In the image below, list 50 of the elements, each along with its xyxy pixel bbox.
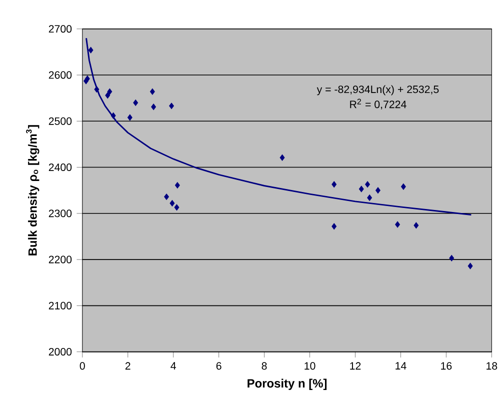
- point: [376, 187, 380, 194]
- y-tick-label: 2000: [48, 348, 72, 356]
- point: [280, 154, 285, 161]
- point: [150, 88, 155, 96]
- x-tick-label: 16: [441, 362, 452, 370]
- point: [365, 181, 370, 188]
- point: [414, 222, 419, 229]
- y-tick-label: 2100: [48, 302, 72, 310]
- point: [107, 88, 112, 96]
- point: [174, 182, 180, 189]
- x-tick-label: 10: [304, 362, 316, 370]
- y-tick-label: 2300: [48, 210, 72, 218]
- annotation: R$^{2}$ = 0,7224: [350, 98, 406, 110]
- x-tick-label: 12: [350, 362, 361, 370]
- point: [127, 114, 132, 121]
- point: [133, 100, 138, 106]
- y-axis-title: Bulk density ρ$_{o}$ [kg/m$^{3}$]: [26, 125, 40, 256]
- point: [468, 263, 473, 270]
- point: [88, 47, 94, 54]
- x-tick-label: 4: [170, 362, 176, 370]
- point: [367, 194, 372, 202]
- point: [110, 112, 116, 120]
- point: [164, 194, 169, 200]
- x-tick-label: 6: [216, 362, 222, 370]
- point: [94, 86, 100, 93]
- y-tick-label: 2700: [48, 25, 72, 33]
- point: [105, 92, 110, 99]
- y-tick-label: 2600: [48, 71, 72, 79]
- line-series: [86, 38, 472, 216]
- x-tick-label: 14: [396, 362, 406, 370]
- point: [332, 181, 337, 188]
- y-tick-label: 2400: [48, 164, 72, 172]
- y-tick-label: 2200: [48, 256, 72, 264]
- x-tick-label: 0: [80, 362, 85, 370]
- point: [169, 102, 174, 110]
- x-axis-title: Porosity n [%]: [248, 379, 327, 390]
- point: [449, 255, 454, 262]
- x-tick-label: 18: [486, 362, 498, 370]
- point: [395, 222, 400, 228]
- point: [170, 200, 175, 207]
- y-tick-label: 2500: [48, 118, 72, 126]
- point: [358, 186, 364, 192]
- point: [400, 184, 406, 190]
- annotation: y = -82,934Ln(x) + 2532,5: [316, 85, 439, 96]
- point: [151, 104, 156, 110]
- point: [84, 76, 90, 82]
- point: [174, 204, 180, 211]
- point: [332, 223, 337, 230]
- x-tick-label: 8: [262, 362, 267, 370]
- x-tick-label: 2: [125, 362, 130, 370]
